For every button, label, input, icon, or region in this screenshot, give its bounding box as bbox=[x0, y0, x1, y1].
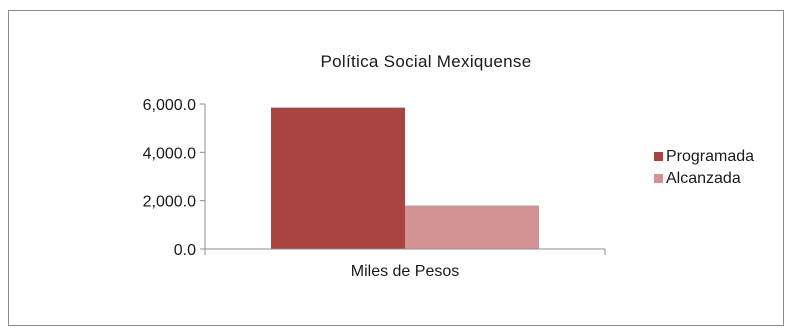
plot-area: Miles de Pesos 0.0 2,000.0 4,000.0 6,000.0 bbox=[143, 97, 606, 280]
chart-title: Política Social Mexiquense bbox=[321, 52, 532, 71]
legend: Programada Alcanzada bbox=[654, 148, 754, 187]
y-tick-label: 6,000.0 bbox=[143, 97, 196, 114]
y-tick-label: 2,000.0 bbox=[143, 194, 196, 211]
bar-alcanzada bbox=[405, 205, 539, 249]
legend-swatch-programada bbox=[654, 152, 663, 161]
x-category-label: Miles de Pesos bbox=[351, 263, 460, 280]
legend-swatch-alcanzada bbox=[654, 174, 663, 183]
legend-label-programada: Programada bbox=[666, 148, 754, 165]
y-tick-label: 4,000.0 bbox=[143, 145, 196, 162]
y-tick-label: 0.0 bbox=[174, 242, 196, 259]
bar-programada bbox=[271, 107, 405, 249]
legend-label-alcanzada: Alcanzada bbox=[666, 170, 741, 187]
